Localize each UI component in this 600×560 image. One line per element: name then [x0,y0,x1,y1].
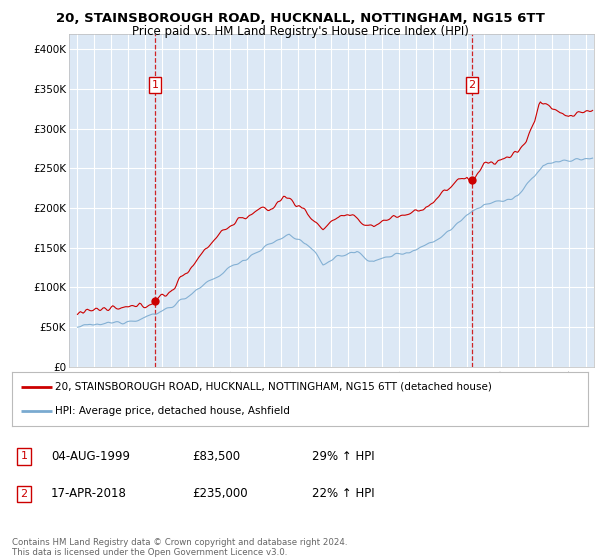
Text: 1: 1 [152,80,158,90]
Text: 2: 2 [469,80,475,90]
Text: 20, STAINSBOROUGH ROAD, HUCKNALL, NOTTINGHAM, NG15 6TT: 20, STAINSBOROUGH ROAD, HUCKNALL, NOTTIN… [56,12,544,25]
Text: 1: 1 [20,451,28,461]
Text: 29% ↑ HPI: 29% ↑ HPI [312,450,374,463]
Text: 04-AUG-1999: 04-AUG-1999 [51,450,130,463]
Text: Price paid vs. HM Land Registry's House Price Index (HPI): Price paid vs. HM Land Registry's House … [131,25,469,38]
Text: HPI: Average price, detached house, Ashfield: HPI: Average price, detached house, Ashf… [55,406,290,416]
Text: 22% ↑ HPI: 22% ↑ HPI [312,487,374,501]
Text: Contains HM Land Registry data © Crown copyright and database right 2024.
This d: Contains HM Land Registry data © Crown c… [12,538,347,557]
Text: £235,000: £235,000 [192,487,248,501]
Text: £83,500: £83,500 [192,450,240,463]
Text: 2: 2 [20,489,28,499]
Text: 17-APR-2018: 17-APR-2018 [51,487,127,501]
Text: 20, STAINSBOROUGH ROAD, HUCKNALL, NOTTINGHAM, NG15 6TT (detached house): 20, STAINSBOROUGH ROAD, HUCKNALL, NOTTIN… [55,382,492,392]
